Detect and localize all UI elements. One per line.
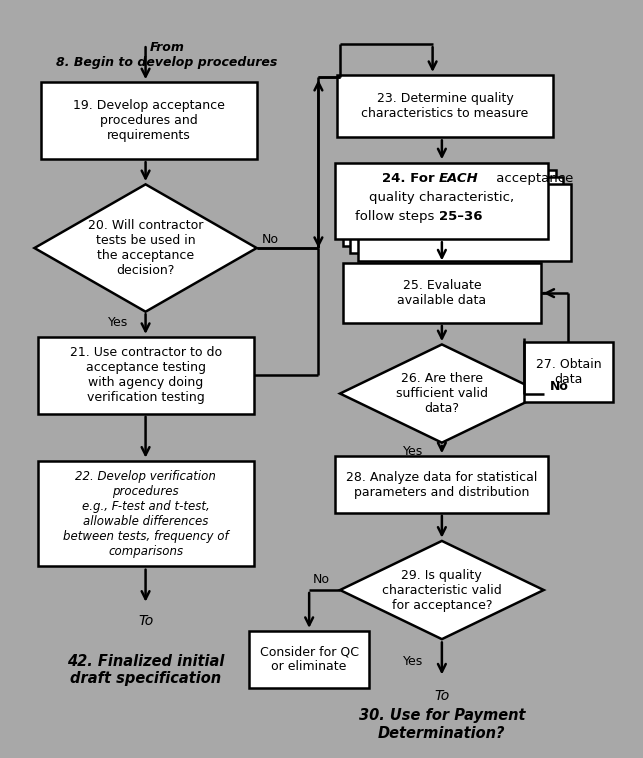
Bar <box>343 170 556 246</box>
Text: Yes: Yes <box>403 445 423 459</box>
Text: 30. Use for Payment
Determination?: 30. Use for Payment Determination? <box>359 709 525 741</box>
Text: EACH: EACH <box>439 172 478 186</box>
Text: follow steps: follow steps <box>355 210 439 223</box>
Text: 20. Will contractor
tests be used in
the acceptance
decision?: 20. Will contractor tests be used in the… <box>88 219 203 277</box>
Bar <box>336 456 548 513</box>
Text: No: No <box>262 233 279 246</box>
Text: acceptance: acceptance <box>493 172 574 186</box>
Text: 21. Use contractor to do
acceptance testing
with agency doing
verification testi: 21. Use contractor to do acceptance test… <box>69 346 222 404</box>
Text: 42. Finalized initial
draft specification: 42. Finalized initial draft specificatio… <box>67 654 224 686</box>
Text: Consider for QC
or eliminate: Consider for QC or eliminate <box>260 645 359 673</box>
Bar <box>350 177 563 253</box>
Text: Yes: Yes <box>403 655 423 668</box>
Bar <box>336 162 548 239</box>
Text: quality characteristic,: quality characteristic, <box>369 190 514 204</box>
Polygon shape <box>340 344 544 443</box>
Polygon shape <box>35 184 257 312</box>
Polygon shape <box>340 541 544 639</box>
Bar <box>37 337 253 414</box>
Text: Yes: Yes <box>107 317 128 330</box>
Text: No: No <box>313 572 330 586</box>
Text: 24. For: 24. For <box>381 172 439 186</box>
Bar <box>343 263 541 323</box>
Bar <box>337 75 553 137</box>
Text: 19. Develop acceptance
procedures and
requirements: 19. Develop acceptance procedures and re… <box>73 99 224 143</box>
Text: 29. Is quality
characteristic valid
for acceptance?: 29. Is quality characteristic valid for … <box>382 568 502 612</box>
Text: To: To <box>434 688 449 703</box>
Text: 22. Develop verification
procedures
e.g., F-test and t-test,
allowable differenc: 22. Develop verification procedures e.g.… <box>63 470 228 558</box>
Text: 25. Evaluate
available data: 25. Evaluate available data <box>397 279 487 307</box>
Text: No: No <box>550 380 568 393</box>
Text: 28. Analyze data for statistical
parameters and distribution: 28. Analyze data for statistical paramet… <box>346 471 538 499</box>
Text: 25–36: 25–36 <box>439 210 483 223</box>
Text: To: To <box>138 613 153 628</box>
Bar <box>358 184 570 261</box>
Text: 23. Determine quality
characteristics to measure: 23. Determine quality characteristics to… <box>361 92 529 120</box>
Bar <box>249 631 369 688</box>
Text: 27. Obtain
data: 27. Obtain data <box>536 358 601 386</box>
Text: From
8. Begin to develop procedures: From 8. Begin to develop procedures <box>57 41 278 69</box>
Bar <box>523 342 613 402</box>
Bar <box>41 83 257 159</box>
Bar <box>37 461 253 566</box>
Text: 26. Are there
sufficient valid
data?: 26. Are there sufficient valid data? <box>396 372 488 415</box>
